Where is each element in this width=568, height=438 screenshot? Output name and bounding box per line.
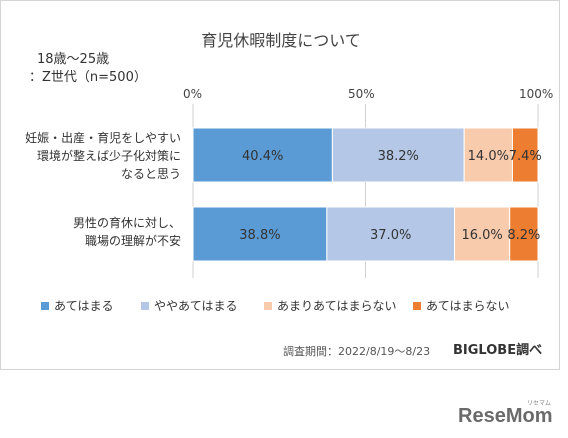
chart-card: 育児休暇制度について 18歳～25歳 ：Z世代（n=500） 0% 50% 10… [0, 0, 560, 370]
legend-item: あまりあてはまらない [264, 297, 397, 314]
legend-label: あてはまる [54, 299, 114, 313]
data-label: 40.4% [242, 149, 283, 164]
data-label: 7.4% [509, 149, 542, 164]
bar-segment [454, 206, 511, 262]
chart-title: 育児休暇制度について [201, 31, 361, 50]
x-tick-label: 50% [348, 87, 375, 101]
data-label: 38.8% [239, 228, 280, 243]
legend-swatch [141, 301, 149, 310]
x-tick-label: 0% [183, 87, 203, 101]
category-label: 男性の育休に対し、 職場の理解が不安 [72, 216, 181, 248]
chart-subtitle-sample: ：Z世代（n=500） [29, 70, 147, 85]
legend-label: あてはまらない [426, 299, 510, 313]
survey-period: 調査期間：2022/8/19～8/23 [283, 345, 431, 358]
legend-label: あまりあてはまらない [277, 299, 397, 313]
chart-subtitle-age: 18歳～25歳 [37, 52, 110, 67]
legend-swatch [413, 301, 421, 310]
bar-segment [509, 206, 539, 262]
legend-item: ややあてはまる [141, 297, 238, 314]
legend-swatch [41, 301, 49, 310]
category-label: 妊娠・出産・育児をしやすい 環境が整えば少子化対策に なると思う [25, 131, 181, 181]
legend-item: あてはまる [41, 297, 114, 314]
resemom-logo-subtext: リセマム [527, 400, 552, 407]
bar-segment [192, 206, 328, 262]
bar-segment [326, 206, 456, 262]
data-label: 14.0% [468, 149, 509, 164]
bar-segment [511, 127, 539, 183]
legend-swatch [264, 301, 272, 310]
source-label: BIGLOBE調べ [453, 343, 543, 358]
data-label: 37.0% [370, 228, 411, 243]
data-label: 38.2% [378, 149, 419, 164]
bar-segment [463, 127, 513, 183]
data-label: 8.2% [507, 228, 540, 243]
resemom-logo: ReseMom [458, 405, 553, 427]
bar-segment [192, 127, 333, 183]
x-tick-label: 100% [519, 87, 554, 101]
legend-item: あてはまらない [413, 297, 510, 314]
legend-label: ややあてはまる [154, 299, 238, 313]
data-label: 16.0% [461, 228, 502, 243]
